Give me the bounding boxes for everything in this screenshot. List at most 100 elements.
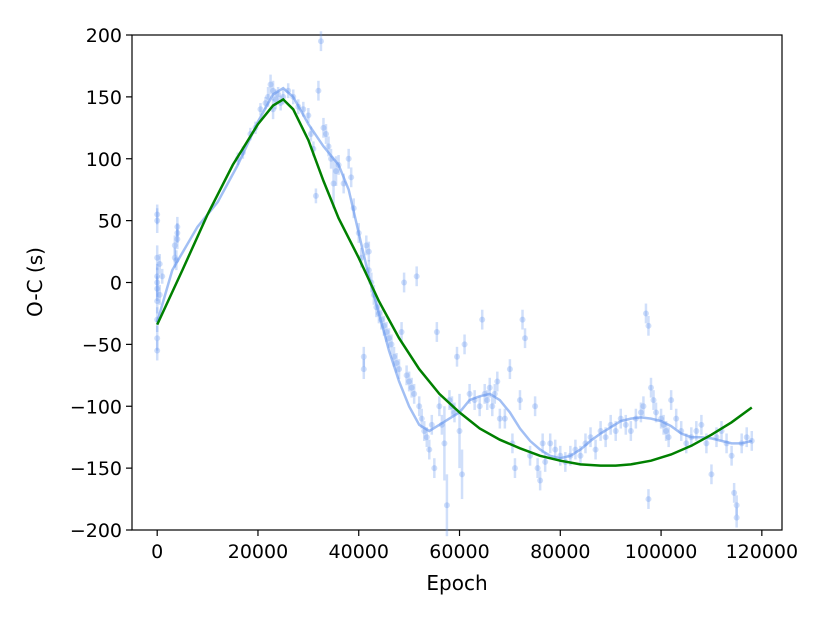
x-axis-ticks: 0 20000 40000 60000 80000 100000 120000 xyxy=(151,530,798,563)
y-tick-label: 0 xyxy=(110,273,122,295)
point-marker xyxy=(645,496,652,503)
data-point xyxy=(516,390,523,410)
point-marker xyxy=(743,434,750,441)
point-marker xyxy=(312,192,319,199)
data-point xyxy=(683,433,690,454)
point-marker xyxy=(159,273,166,280)
point-marker xyxy=(393,359,400,366)
data-point xyxy=(322,124,329,144)
point-marker xyxy=(156,291,163,298)
point-marker xyxy=(489,403,496,410)
point-marker xyxy=(539,440,546,447)
data-point xyxy=(413,266,420,287)
data-point xyxy=(345,148,352,169)
data-points xyxy=(154,31,755,537)
point-marker xyxy=(431,465,438,472)
point-marker xyxy=(665,434,672,441)
data-point xyxy=(305,108,312,123)
data-point xyxy=(416,396,423,417)
point-marker xyxy=(484,397,491,404)
data-point xyxy=(408,377,415,398)
data-point xyxy=(363,235,370,256)
point-marker xyxy=(154,254,161,261)
point-marker xyxy=(436,403,443,410)
data-point xyxy=(436,396,443,417)
point-marker xyxy=(602,434,609,441)
data-point xyxy=(428,414,435,435)
data-point xyxy=(592,439,599,460)
data-point xyxy=(315,80,322,101)
point-marker xyxy=(317,38,324,45)
point-marker xyxy=(388,341,395,348)
data-point xyxy=(627,421,634,441)
point-marker xyxy=(174,230,181,236)
point-marker xyxy=(423,434,430,441)
point-marker xyxy=(577,452,584,459)
point-marker xyxy=(322,131,329,137)
point-marker xyxy=(731,489,738,496)
data-point xyxy=(527,445,534,466)
data-point xyxy=(398,322,405,342)
data-point xyxy=(459,449,466,500)
point-marker xyxy=(486,384,493,391)
data-point xyxy=(348,167,355,188)
point-marker xyxy=(348,174,355,181)
data-point xyxy=(456,393,463,469)
data-point xyxy=(431,458,438,479)
data-point xyxy=(312,188,319,204)
point-marker xyxy=(267,81,274,88)
data-point xyxy=(461,334,468,355)
x-tick-label: 0 xyxy=(151,541,163,563)
data-point xyxy=(154,267,161,298)
x-tick-label: 20000 xyxy=(228,541,288,563)
data-point xyxy=(733,507,740,528)
point-marker xyxy=(461,341,468,348)
point-marker xyxy=(698,421,705,428)
data-point xyxy=(154,340,161,361)
point-marker xyxy=(501,415,508,422)
point-marker xyxy=(703,440,710,447)
point-marker xyxy=(547,440,554,447)
data-point xyxy=(743,427,750,448)
point-marker xyxy=(428,421,435,428)
data-point xyxy=(154,325,161,351)
point-marker xyxy=(154,279,161,286)
data-point xyxy=(532,396,539,417)
point-marker xyxy=(708,471,715,478)
data-point xyxy=(673,408,680,429)
point-marker xyxy=(668,397,675,404)
data-point xyxy=(267,74,274,95)
point-marker xyxy=(466,390,473,397)
point-marker xyxy=(640,403,647,410)
point-marker xyxy=(542,458,549,465)
point-marker xyxy=(305,112,312,119)
data-point xyxy=(396,359,403,380)
point-marker xyxy=(307,131,314,137)
data-point xyxy=(647,377,654,398)
point-marker xyxy=(174,223,181,230)
data-point xyxy=(668,390,675,410)
data-point xyxy=(365,241,372,262)
point-marker xyxy=(418,415,425,422)
point-marker xyxy=(454,353,460,360)
y-tick-label: −100 xyxy=(70,396,122,418)
data-point xyxy=(476,396,483,417)
data-point xyxy=(557,445,564,466)
data-point xyxy=(501,408,508,429)
data-point xyxy=(317,31,324,52)
point-marker xyxy=(642,310,649,317)
data-point xyxy=(156,284,163,305)
point-marker xyxy=(154,273,161,280)
point-marker xyxy=(637,409,644,416)
point-marker xyxy=(532,403,539,410)
data-point xyxy=(733,495,740,516)
point-marker xyxy=(479,316,486,323)
point-marker xyxy=(154,211,161,218)
point-marker xyxy=(171,242,178,249)
x-tick-label: 100000 xyxy=(625,541,698,563)
point-marker xyxy=(527,452,534,459)
plot-frame xyxy=(131,34,783,531)
point-marker xyxy=(733,502,740,509)
point-marker xyxy=(401,279,408,286)
data-point xyxy=(154,204,161,225)
